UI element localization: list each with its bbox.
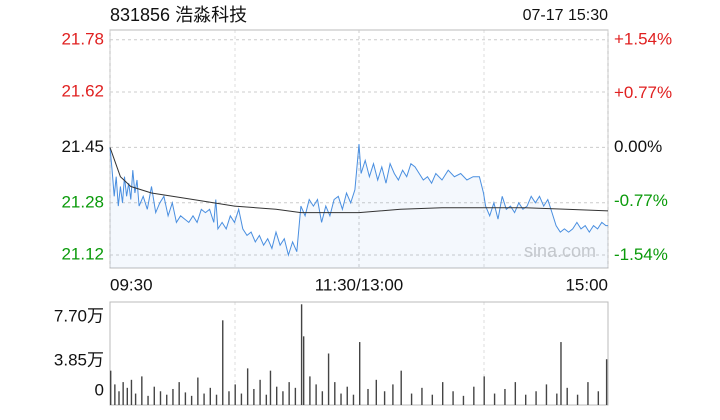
volume-bar — [483, 376, 485, 405]
volume-bar — [514, 382, 517, 405]
volume-bar — [442, 382, 444, 405]
volume-bar — [141, 376, 143, 405]
volume-bar — [234, 384, 236, 405]
volume-bar — [367, 388, 369, 405]
volume-bar — [462, 395, 465, 405]
y2-tick-label: -0.77% — [614, 191, 668, 210]
volume-bar — [209, 387, 211, 405]
volume-bar — [525, 394, 527, 405]
y2-tick-label: 0.00% — [614, 137, 662, 156]
volume-bar — [300, 304, 303, 405]
volume-bar — [166, 394, 168, 405]
volume-bar — [321, 391, 324, 405]
volume-bar — [431, 394, 434, 405]
volume-bar — [294, 387, 297, 405]
volume-bar — [172, 388, 174, 405]
volume-bar — [560, 342, 562, 405]
y-tick-label: 0 — [95, 380, 104, 399]
volume-bar — [392, 384, 394, 405]
volume-bar — [597, 391, 600, 405]
x-tick-label: 11:30/13:00 — [315, 275, 404, 294]
volume-bar — [556, 393, 558, 405]
y2-tick-label: +0.77% — [614, 83, 672, 102]
volume-bar — [190, 395, 193, 405]
volume-bar — [473, 386, 475, 405]
volume-bar — [110, 370, 112, 405]
volume-bar — [153, 386, 155, 405]
volume-bar — [203, 393, 205, 405]
volume-bar — [130, 379, 133, 405]
y-tick-label: 7.70万 — [54, 306, 104, 325]
volume-bar — [184, 392, 187, 405]
volume-bar — [118, 391, 120, 405]
volume-bar — [452, 391, 454, 405]
volume-bar — [269, 370, 272, 405]
y-tick-label: 21.78 — [61, 29, 104, 48]
volume-bar — [276, 386, 278, 405]
volume-bar — [302, 336, 305, 405]
volume-bar — [375, 379, 377, 405]
volume-bar — [383, 391, 386, 405]
x-tick-label: 09:30 — [110, 275, 153, 294]
volume-bar — [240, 393, 243, 405]
volume-bar — [259, 379, 261, 405]
y-tick-label: 21.12 — [61, 244, 104, 263]
y-tick-label: 21.62 — [61, 81, 104, 100]
volume-bar — [504, 388, 506, 405]
volume-bar — [400, 370, 402, 405]
volume-bar — [114, 384, 116, 405]
volume-bar — [421, 387, 423, 405]
volume-bar — [253, 388, 255, 405]
volume-bar — [359, 342, 361, 405]
volume-bar — [228, 391, 230, 405]
volume-bar — [126, 387, 128, 405]
volume-bar — [159, 391, 162, 405]
volume-bar — [265, 394, 268, 405]
volume-bar — [340, 393, 342, 405]
volume-bar — [282, 391, 284, 405]
y-tick-label: 21.45 — [61, 137, 104, 156]
timestamp: 07-17 15:30 — [523, 7, 609, 24]
volume-bar — [545, 384, 548, 405]
price-line — [109, 144, 608, 257]
volume-bar — [147, 395, 149, 405]
y-tick-label: 3.85万 — [54, 350, 104, 369]
volume-bar — [315, 384, 317, 405]
y-tick-label: 21.28 — [61, 192, 104, 211]
volume-bar — [327, 353, 330, 405]
volume-bar — [122, 382, 124, 405]
volume-bar — [309, 376, 311, 405]
volume-bar — [134, 393, 137, 405]
volume-bar — [535, 391, 537, 405]
volume-bar — [246, 368, 249, 405]
price-area — [110, 144, 608, 268]
y2-tick-label: -1.54% — [614, 245, 668, 264]
volume-bar — [576, 394, 579, 405]
volume-bar — [215, 394, 218, 405]
volume-bar — [346, 386, 348, 405]
x-tick-label: 15:00 — [565, 275, 608, 294]
volume-bar — [410, 393, 413, 405]
average-line — [109, 147, 609, 214]
volume-bar — [605, 359, 608, 405]
volume-bar — [288, 382, 290, 405]
volume-bar — [197, 377, 199, 405]
volume-bar — [334, 382, 336, 405]
volume-bar — [222, 320, 224, 405]
volume-bar — [178, 382, 180, 405]
chart-title: 831856 浩淼科技 — [110, 5, 247, 25]
watermark: sina.com — [524, 241, 596, 261]
volume-bar — [352, 394, 355, 405]
y2-tick-label: +1.54% — [614, 29, 672, 48]
volume-bar — [566, 387, 568, 405]
volume-bar — [587, 382, 589, 405]
volume-bar — [493, 393, 496, 405]
